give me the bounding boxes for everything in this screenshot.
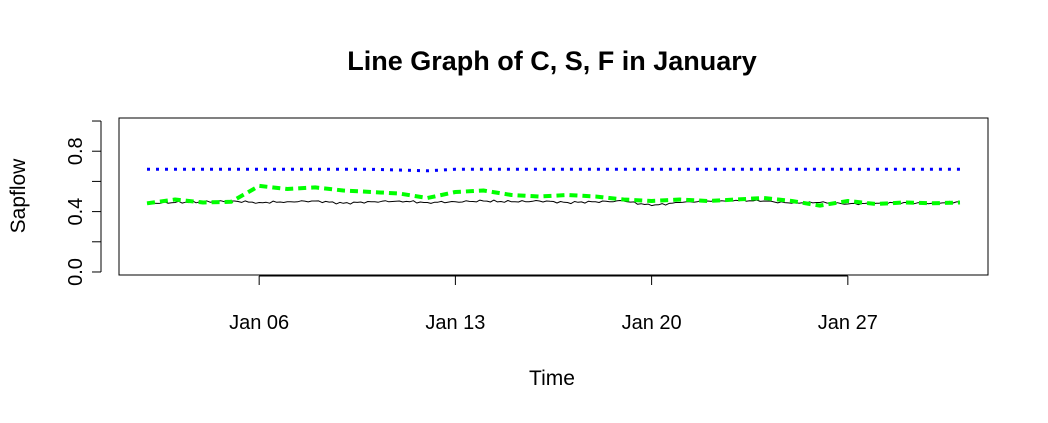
y-tick-label: 0.4: [65, 198, 87, 226]
y-tick-label: 0.0: [65, 258, 87, 286]
y-axis-label: Sapflow: [7, 158, 30, 234]
series-line-dotted: [147, 167, 960, 173]
x-axis: Jan 06 Jan 13 Jan 20 Jan 27: [229, 275, 878, 334]
x-tick-label: Jan 20: [622, 312, 682, 334]
y-axis: 0.0 0.4 0.8: [65, 120, 102, 286]
y-tick-label: 0.8: [65, 137, 87, 165]
x-axis-label: Time: [529, 367, 575, 390]
series-line-solid: [146, 198, 961, 207]
series-layer: [146, 167, 961, 208]
x-tick-label: Jan 06: [229, 312, 289, 334]
plot-frame: [118, 117, 989, 276]
chart-title: Line Graph of C, S, F in January: [347, 46, 757, 76]
x-tick-label: Jan 13: [425, 312, 485, 334]
x-tick-label: Jan 27: [818, 312, 878, 334]
